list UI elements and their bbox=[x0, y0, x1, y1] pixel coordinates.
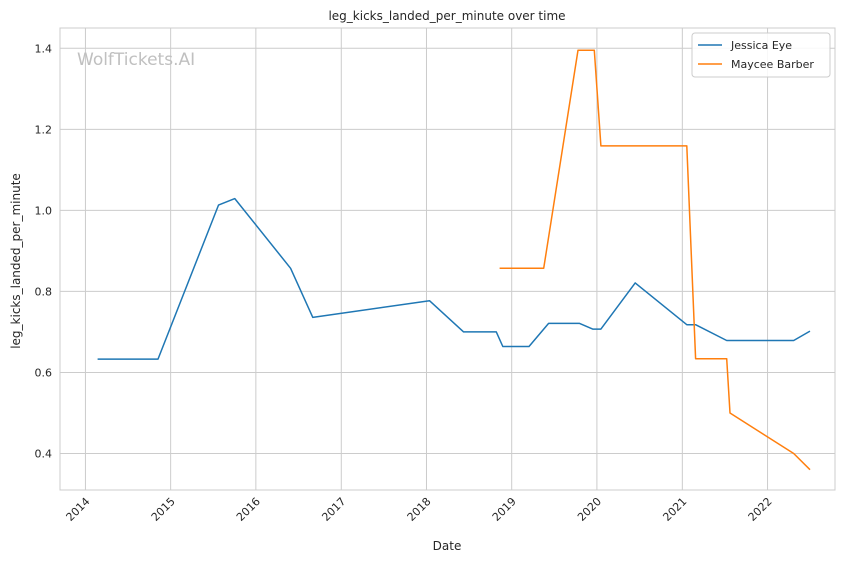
x-axis-ticks: 2014 2015 2016 2017 2018 2019 2020 2021 2022 bbox=[64, 495, 775, 524]
x-tick-label-2022: 2022 bbox=[746, 495, 775, 524]
plot-border bbox=[59, 27, 836, 491]
x-tick-label-2019: 2019 bbox=[490, 495, 519, 524]
legend-label-jessica-eye: Jessica Eye bbox=[730, 39, 792, 52]
legend-box bbox=[691, 32, 831, 78]
y-tick-label-0-4: 0.4 bbox=[35, 448, 53, 461]
plot-area bbox=[60, 28, 835, 490]
legend: Jessica Eye Maycee Barber bbox=[691, 32, 831, 78]
x-tick-label-2015: 2015 bbox=[149, 495, 178, 524]
y-tick-label-1-0: 1.0 bbox=[35, 204, 53, 217]
x-tick-label-2016: 2016 bbox=[234, 495, 263, 524]
y-tick-label-0-8: 0.8 bbox=[35, 285, 53, 298]
chart-title: leg_kicks_landed_per_minute over time bbox=[328, 9, 565, 23]
legend-label-maycee-barber: Maycee Barber bbox=[731, 58, 814, 71]
x-tick-label-2014: 2014 bbox=[64, 495, 93, 524]
series-line-jessica-eye bbox=[97, 197, 811, 360]
grid-lines bbox=[60, 28, 835, 490]
plot-background bbox=[60, 28, 835, 490]
watermark-text: WolfTickets.AI bbox=[77, 50, 195, 70]
x-tick-label-2018: 2018 bbox=[405, 495, 434, 524]
y-tick-label-0-6: 0.6 bbox=[35, 366, 53, 379]
y-axis-label: leg_kicks_landed_per_minute bbox=[9, 173, 23, 349]
series-lines bbox=[97, 49, 811, 471]
y-axis-ticks: 0.4 0.6 0.8 1.0 1.2 1.4 bbox=[35, 42, 53, 460]
x-tick-label-2021: 2021 bbox=[660, 495, 689, 524]
y-tick-label-1-4: 1.4 bbox=[35, 42, 53, 55]
series-line-maycee-barber bbox=[499, 49, 811, 471]
x-axis-label: Date bbox=[433, 539, 462, 553]
y-tick-label-1-2: 1.2 bbox=[35, 123, 53, 136]
x-tick-label-2017: 2017 bbox=[319, 495, 348, 524]
plot-frame bbox=[59, 27, 836, 491]
x-tick-label-2020: 2020 bbox=[575, 495, 604, 524]
